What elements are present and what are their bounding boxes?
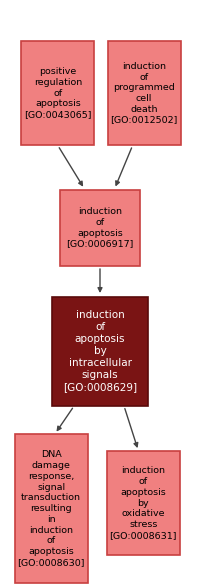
FancyBboxPatch shape	[108, 41, 181, 145]
FancyBboxPatch shape	[107, 451, 180, 555]
FancyBboxPatch shape	[15, 434, 88, 583]
FancyBboxPatch shape	[52, 297, 148, 406]
FancyBboxPatch shape	[21, 41, 94, 145]
Text: induction
of
apoptosis
[GO:0006917]: induction of apoptosis [GO:0006917]	[66, 207, 134, 249]
Text: induction
of
apoptosis
by
intracellular
signals
[GO:0008629]: induction of apoptosis by intracellular …	[63, 311, 137, 393]
Text: DNA
damage
response,
signal
transduction
resulting
in
induction
of
apoptosis
[GO: DNA damage response, signal transduction…	[17, 450, 85, 567]
Text: induction
of
apoptosis
by
oxidative
stress
[GO:0008631]: induction of apoptosis by oxidative stre…	[109, 466, 177, 540]
FancyBboxPatch shape	[60, 190, 140, 266]
Text: positive
regulation
of
apoptosis
[GO:0043065]: positive regulation of apoptosis [GO:004…	[24, 67, 92, 119]
Text: induction
of
programmed
cell
death
[GO:0012502]: induction of programmed cell death [GO:0…	[110, 62, 178, 125]
